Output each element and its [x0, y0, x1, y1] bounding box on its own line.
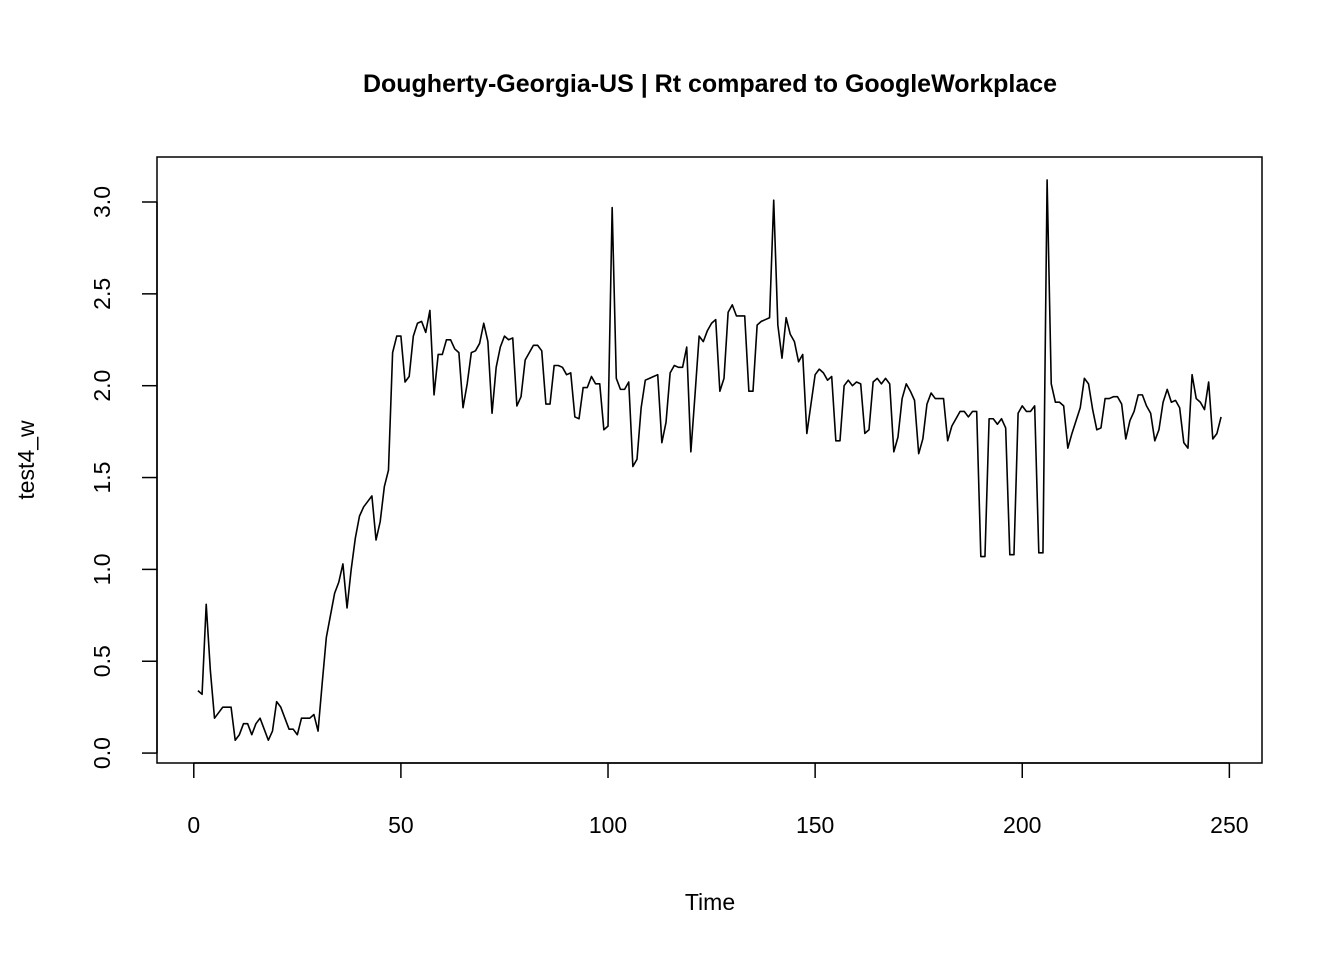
- x-tick-label: 250: [1210, 812, 1248, 838]
- y-tick-label: 0.0: [89, 737, 115, 769]
- y-tick-label: 3.0: [89, 186, 115, 218]
- x-tick-label: 150: [796, 812, 834, 838]
- x-tick-label: 0: [187, 812, 200, 838]
- y-tick-label: 2.5: [89, 278, 115, 310]
- x-tick-label: 50: [388, 812, 414, 838]
- series-line: [197, 179, 1222, 742]
- y-axis-label: test4_w: [13, 420, 39, 500]
- x-tick-label: 200: [1003, 812, 1041, 838]
- x-tick-label: 100: [589, 812, 627, 838]
- x-axis-label: Time: [685, 889, 735, 915]
- y-tick-label: 2.0: [89, 370, 115, 402]
- y-tick-label: 0.5: [89, 645, 115, 677]
- y-tick-label: 1.0: [89, 553, 115, 585]
- y-tick-label: 1.5: [89, 462, 115, 494]
- chart-title: Dougherty-Georgia-US | Rt compared to Go…: [363, 70, 1057, 98]
